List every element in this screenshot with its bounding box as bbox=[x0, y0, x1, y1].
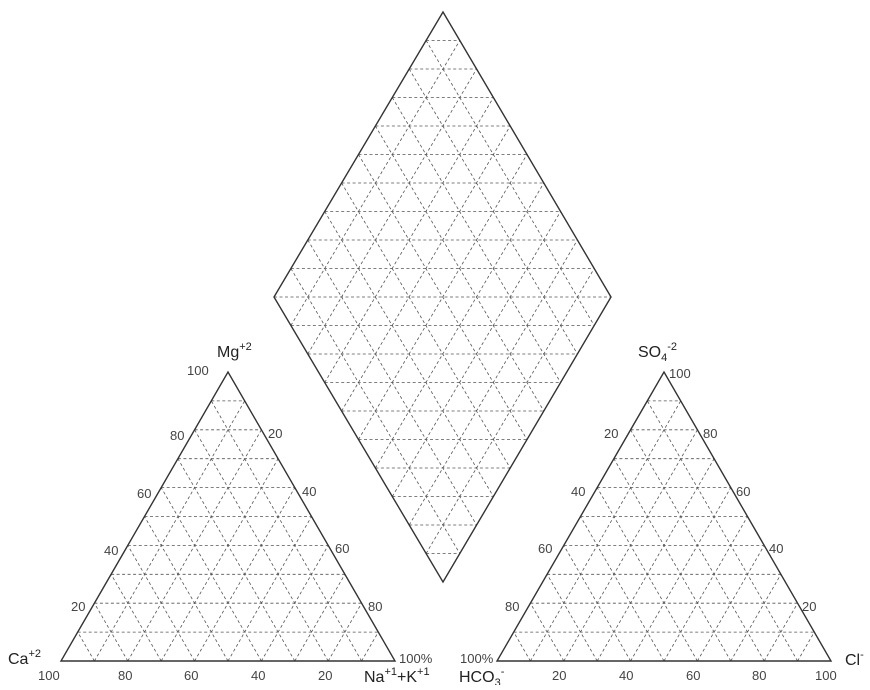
cation-right-tick: 20 bbox=[268, 426, 282, 441]
diamond-grid-line bbox=[375, 182, 545, 469]
anion-left-tick: 80 bbox=[505, 599, 519, 614]
na-k-label: Na+1+K+1 bbox=[364, 666, 430, 685]
anion-triangle-grid-line bbox=[646, 400, 798, 662]
cation-triangle-outline bbox=[59, 370, 397, 662]
cation-triangle-grid-line bbox=[94, 400, 246, 662]
anion-left-tick: 60 bbox=[538, 541, 552, 556]
anion-triangle-grid-line bbox=[546, 574, 598, 662]
cation-right-tick: 60 bbox=[335, 541, 349, 556]
cation-bottom-tick: 80 bbox=[118, 668, 132, 683]
anion-triangle: SO4-2 HCO3- Cl- 20 40 60 80 100% 100 80 … bbox=[459, 341, 864, 689]
cation-triangle: Mg+2 Ca+2 Na+1+K+1 20 40 60 80 100 20 40… bbox=[8, 341, 433, 686]
anion-triangle-grid-line bbox=[613, 458, 732, 662]
cl-label: Cl- bbox=[845, 649, 864, 669]
cation-triangle-grid-line bbox=[127, 545, 195, 662]
cation-triangle-grid-line bbox=[77, 631, 95, 662]
diamond-grid-line bbox=[408, 239, 578, 526]
cation-left-tick: 100 bbox=[187, 363, 209, 378]
cation-triangle-grid-line bbox=[160, 487, 262, 662]
cation-bottom-tick: 100 bbox=[38, 668, 60, 683]
cation-triangle-grid-line bbox=[361, 631, 379, 662]
anion-triangle-grid-line bbox=[580, 516, 665, 662]
cation-left-tick: 40 bbox=[104, 543, 118, 558]
diamond-grid-line bbox=[307, 239, 477, 526]
cation-triangle-grid-line bbox=[227, 516, 312, 662]
diamond-grid-line bbox=[324, 211, 494, 497]
cation-triangle-grid-line bbox=[194, 429, 329, 662]
anion-triangle-grid-line bbox=[513, 631, 531, 662]
anion-triangle-grid-line bbox=[563, 545, 631, 662]
cation-left-tick: 20 bbox=[71, 599, 85, 614]
cation-triangle-grid-line bbox=[94, 602, 129, 662]
cation-triangle-grid-line bbox=[177, 458, 296, 662]
cation-right-tick: 80 bbox=[368, 599, 382, 614]
anion-triangle-grid-line bbox=[530, 400, 682, 662]
cation-right-end-tick: 100% bbox=[399, 651, 433, 666]
cation-left-tick: 60 bbox=[137, 486, 151, 501]
cation-triangle-grid-line bbox=[144, 516, 229, 662]
cation-triangle-grid-line bbox=[110, 574, 162, 662]
anion-triangle-grid-line bbox=[797, 631, 815, 662]
anion-right-tick: 100 bbox=[669, 366, 691, 381]
cation-triangle-grid-line bbox=[294, 574, 346, 662]
diamond-grid-line bbox=[290, 268, 461, 554]
anion-bottom-tick: 60 bbox=[686, 668, 700, 683]
anion-bottom-tick: 80 bbox=[752, 668, 766, 683]
diamond-outline bbox=[273, 10, 612, 584]
anion-triangle-grid-line bbox=[630, 429, 765, 662]
mg-label: Mg+2 bbox=[217, 341, 252, 361]
anion-triangle-grid-line bbox=[596, 458, 715, 662]
anion-triangle-grid-line bbox=[530, 602, 565, 662]
anion-triangle-grid-line bbox=[596, 487, 698, 662]
anion-left-tick: 40 bbox=[571, 484, 585, 499]
diamond-grid-line bbox=[358, 154, 528, 440]
diamond-grid-line bbox=[391, 211, 561, 497]
anion-triangle-grid-line bbox=[730, 574, 782, 662]
cation-left-tick: 80 bbox=[170, 428, 184, 443]
anion-right-tick: 80 bbox=[703, 426, 717, 441]
anion-right-tick: 40 bbox=[769, 541, 783, 556]
diamond-grid-line bbox=[341, 182, 511, 469]
so4-label: SO4-2 bbox=[638, 341, 677, 364]
anion-triangle-grid-line bbox=[663, 516, 748, 662]
anion-left-end-tick: 100% bbox=[460, 651, 494, 666]
anion-triangle-outline bbox=[495, 370, 833, 662]
anion-left-tick: 20 bbox=[604, 426, 618, 441]
cation-bottom-tick: 60 bbox=[184, 668, 198, 683]
anion-right-tick: 20 bbox=[802, 599, 816, 614]
cation-bottom-tick: 40 bbox=[251, 668, 265, 683]
diamond-grid-line bbox=[425, 268, 595, 554]
hco3-label: HCO3- bbox=[459, 666, 505, 685]
anion-bottom-tick: 100 bbox=[815, 668, 837, 683]
cation-triangle-grid-line bbox=[210, 400, 362, 662]
anion-right-tick: 60 bbox=[736, 484, 750, 499]
cation-bottom-tick: 20 bbox=[318, 668, 332, 683]
cation-right-tick: 40 bbox=[302, 484, 316, 499]
ca-label: Ca+2 bbox=[8, 648, 41, 668]
anion-bottom-tick: 20 bbox=[552, 668, 566, 683]
anion-bottom-tick: 40 bbox=[619, 668, 633, 683]
cation-triangle-grid-line bbox=[160, 458, 279, 662]
